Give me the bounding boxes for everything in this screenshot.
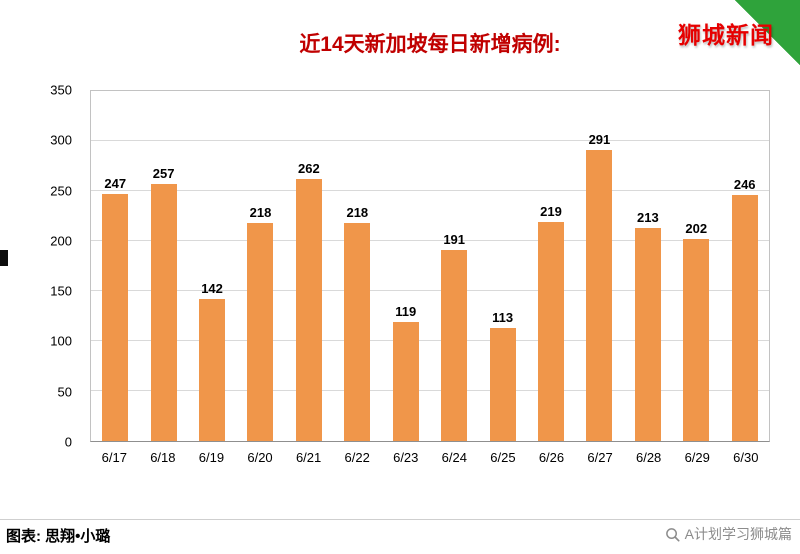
gridline bbox=[91, 140, 769, 141]
account-badge: A计划学习狮城篇 bbox=[665, 524, 792, 544]
bars-row: 247 257 142 218 262 218 119 191 113 219 291 213 202 2… bbox=[91, 91, 769, 441]
footer-divider bbox=[0, 519, 800, 520]
x-axis-label: 6/30 bbox=[733, 450, 759, 465]
bar-slot: 119 bbox=[382, 91, 430, 441]
y-axis-label: 200 bbox=[50, 233, 72, 249]
bar bbox=[247, 223, 274, 441]
bar bbox=[634, 228, 661, 441]
y-axis: 0 50 100 150 200 250 300 350 bbox=[28, 83, 82, 450]
x-axis-label: 6/28 bbox=[635, 450, 662, 465]
y-axis-label: 350 bbox=[50, 82, 72, 98]
x-axis-label: 6/24 bbox=[441, 450, 467, 465]
bar bbox=[586, 150, 613, 441]
bar-slot: 247 bbox=[91, 91, 139, 441]
bar bbox=[441, 250, 468, 441]
bar bbox=[489, 328, 516, 441]
x-axis-label: 6/17 bbox=[101, 450, 127, 465]
y-axis-label: 100 bbox=[50, 333, 72, 349]
account-name: A计划学习狮城篇 bbox=[684, 526, 792, 542]
bar-value-label: 219 bbox=[540, 204, 562, 219]
x-axis-label: 6/25 bbox=[490, 450, 516, 465]
bar-slot: 113 bbox=[478, 91, 526, 441]
x-axis-label: 6/20 bbox=[247, 450, 273, 465]
bar-slot: 213 bbox=[624, 91, 672, 441]
bar-slot: 246 bbox=[720, 91, 768, 441]
gridline bbox=[91, 290, 769, 291]
x-axis-label: 6/27 bbox=[587, 450, 613, 465]
bar-slot: 202 bbox=[672, 91, 720, 441]
x-axis-label: 6/23 bbox=[393, 450, 419, 465]
gridline bbox=[91, 340, 769, 341]
bar-value-label: 113 bbox=[492, 310, 514, 325]
y-axis-label: 50 bbox=[57, 384, 72, 400]
gridline bbox=[91, 240, 769, 241]
bar-slot: 142 bbox=[188, 91, 236, 441]
bar bbox=[150, 184, 177, 441]
x-axis-label: 6/26 bbox=[538, 450, 565, 465]
bar bbox=[392, 322, 419, 441]
bar-value-label: 218 bbox=[346, 205, 369, 220]
search-icon bbox=[665, 527, 680, 542]
bar bbox=[295, 179, 322, 441]
bar-value-label: 142 bbox=[201, 281, 223, 296]
bar-slot: 218 bbox=[333, 91, 381, 441]
bar-slot: 291 bbox=[575, 91, 623, 441]
bar-slot: 219 bbox=[527, 91, 575, 441]
x-axis-label: 6/21 bbox=[295, 450, 322, 465]
gridline bbox=[91, 190, 769, 191]
chart-credit: 图表: 思翔•小璐 bbox=[6, 528, 111, 545]
bar bbox=[538, 222, 564, 441]
bar-slot: 262 bbox=[285, 91, 333, 441]
bar-value-label: 257 bbox=[152, 166, 175, 181]
bar bbox=[102, 194, 129, 441]
x-axis: 6/17 6/18 6/19 6/20 6/21 6/22 6/23 6/24 6/25 6/26… bbox=[90, 450, 770, 465]
x-axis-label: 6/18 bbox=[150, 450, 176, 465]
bar-slot: 257 bbox=[139, 91, 187, 441]
edge-artifact bbox=[0, 250, 8, 266]
bar bbox=[344, 223, 371, 441]
bar-value-label: 262 bbox=[298, 161, 320, 177]
bar-value-label: 218 bbox=[249, 205, 272, 220]
y-axis-label: 250 bbox=[50, 183, 72, 199]
chart-title: 近14天新加坡每日新增病例: bbox=[299, 33, 561, 56]
y-axis-label: 300 bbox=[50, 132, 72, 148]
bar-value-label: 119 bbox=[395, 304, 417, 319]
gridline bbox=[91, 390, 769, 391]
bar bbox=[199, 299, 226, 441]
bar-value-label: 213 bbox=[637, 210, 659, 225]
bar bbox=[683, 239, 710, 441]
x-axis-label: 6/19 bbox=[198, 450, 225, 465]
bar-slot: 218 bbox=[236, 91, 284, 441]
plot-area: 247 257 142 218 262 218 119 191 113 219 291 213 202 2… bbox=[90, 90, 770, 442]
bar-slot: 191 bbox=[430, 91, 478, 441]
x-axis-label: 6/29 bbox=[684, 450, 710, 465]
bar-value-label: 202 bbox=[685, 221, 708, 236]
bar-value-label: 291 bbox=[588, 132, 611, 147]
y-axis-label: 150 bbox=[50, 283, 72, 299]
bar-value-label: 247 bbox=[104, 176, 127, 191]
bar-value-label: 246 bbox=[733, 177, 756, 192]
bar-value-label: 191 bbox=[443, 232, 466, 247]
bar bbox=[731, 195, 758, 441]
x-axis-label: 6/22 bbox=[344, 450, 370, 465]
y-axis-label: 0 bbox=[64, 434, 72, 450]
brand-title: 狮城新闻 bbox=[678, 22, 774, 48]
